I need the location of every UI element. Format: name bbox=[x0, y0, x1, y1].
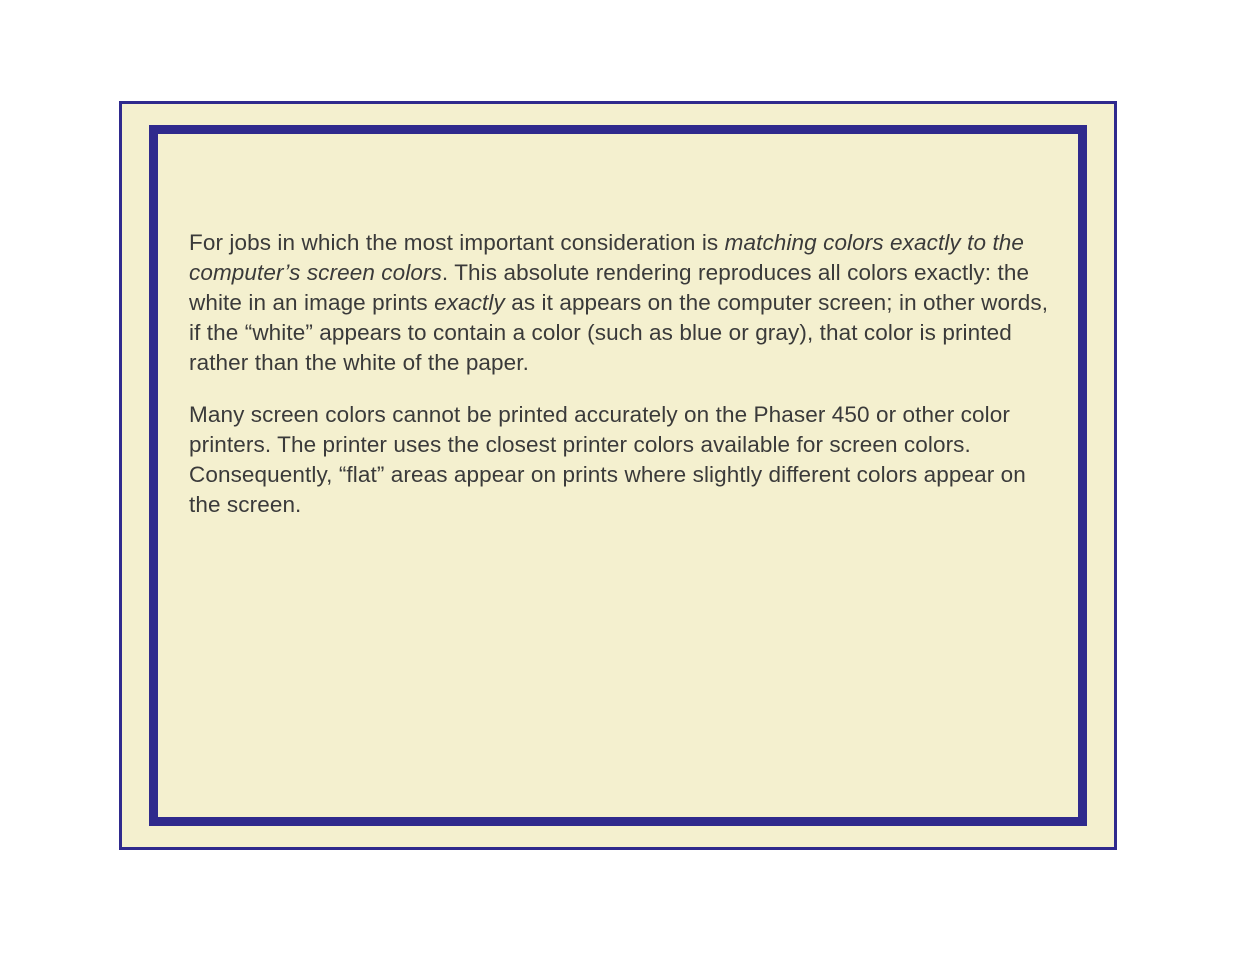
paragraph-2: Many screen colors cannot be printed acc… bbox=[189, 400, 1055, 520]
p2-run1: Many screen colors cannot be printed acc… bbox=[189, 402, 1026, 517]
paragraph-1: For jobs in which the most important con… bbox=[189, 228, 1055, 378]
document-body: For jobs in which the most important con… bbox=[189, 228, 1055, 542]
p1-run1: For jobs in which the most important con… bbox=[189, 230, 725, 255]
p1-run4-italic: exactly bbox=[434, 290, 505, 315]
